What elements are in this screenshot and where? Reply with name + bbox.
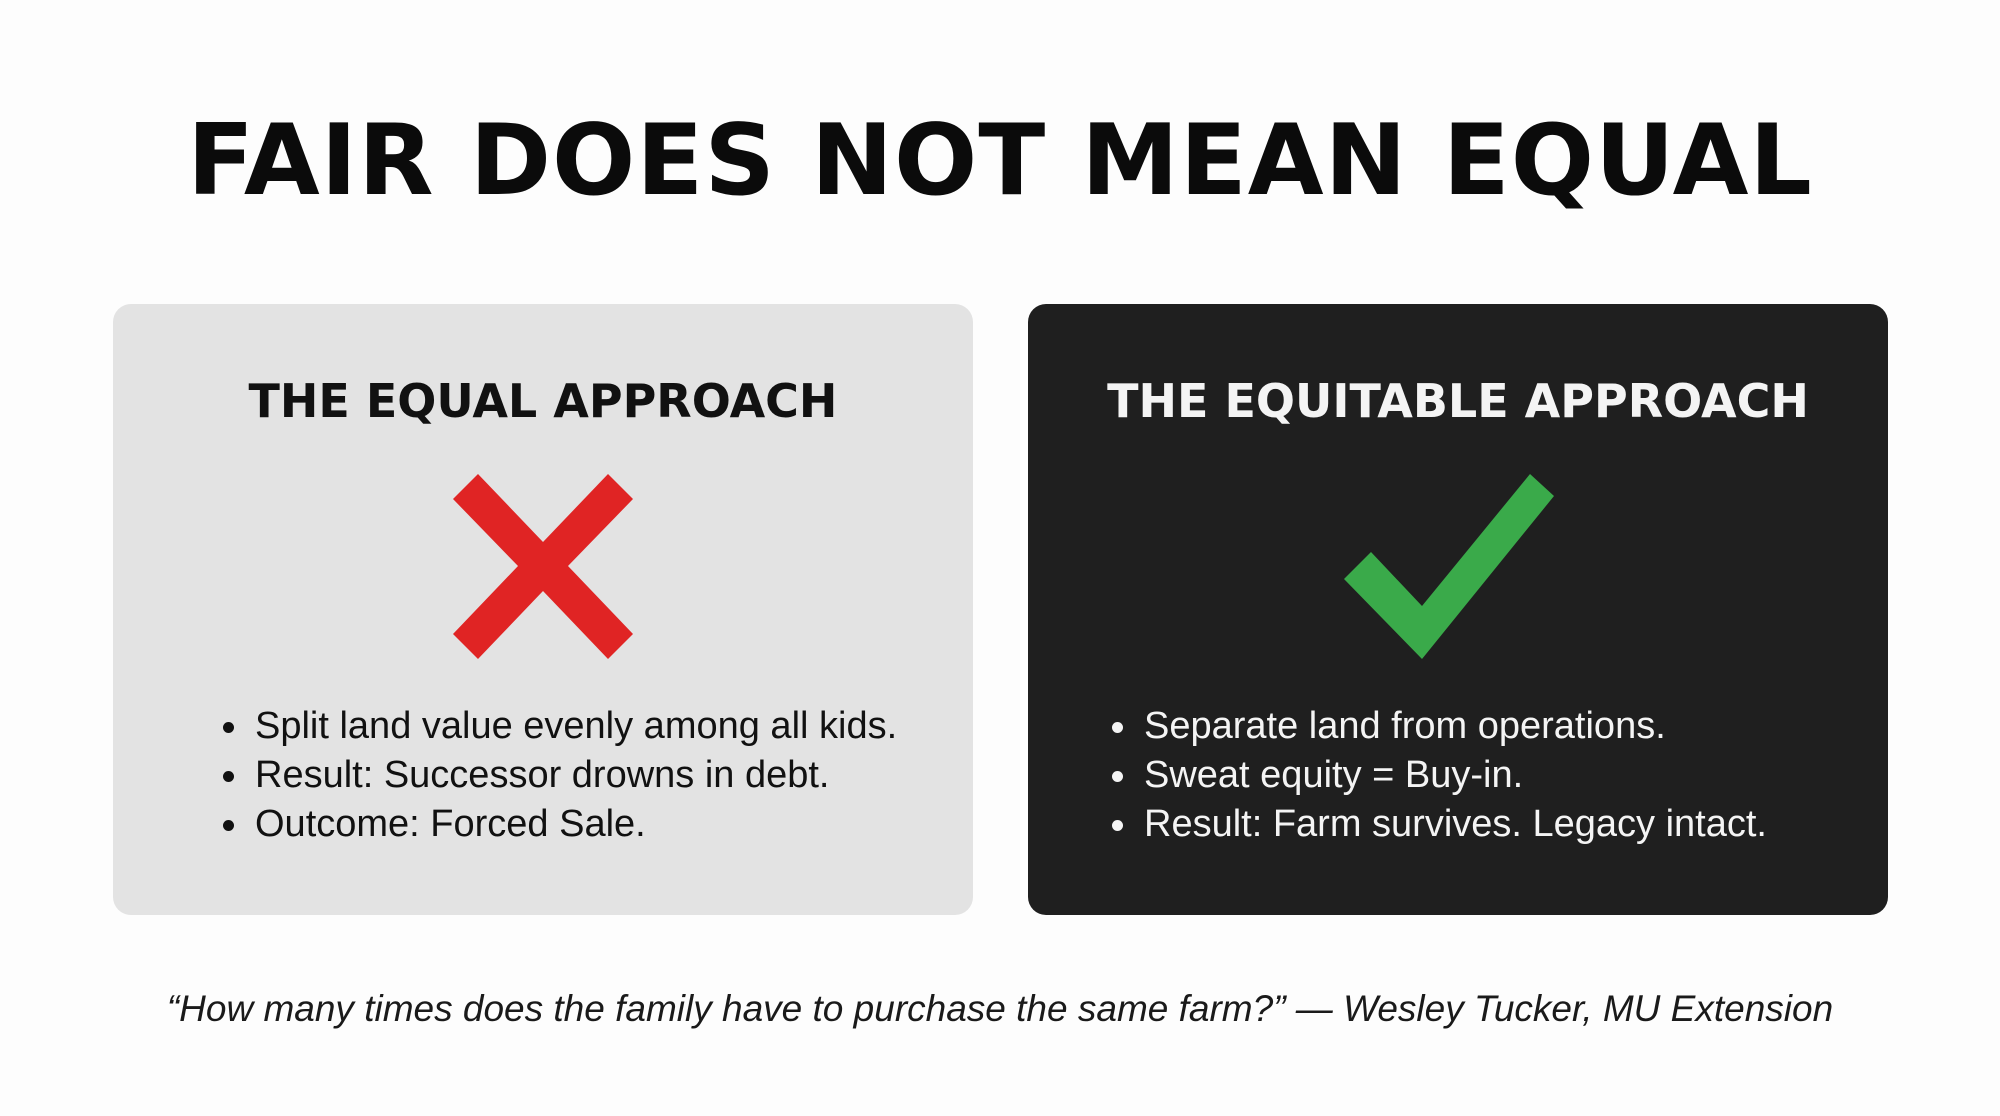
list-item: Separate land from operations. bbox=[1110, 702, 1767, 751]
quote-attribution: “How many times does the family have to … bbox=[166, 988, 1834, 1029]
list-item: Sweat equity = Buy-in. bbox=[1110, 751, 1767, 800]
panel-heading: THE EQUITABLE APPROACH bbox=[1107, 374, 1809, 428]
cross-icon bbox=[453, 474, 633, 659]
page-title: FAIR DOES NOT MEAN EQUAL bbox=[187, 104, 1813, 218]
list-item: Split land value evenly among all kids. bbox=[221, 702, 897, 751]
list-item: Result: Farm survives. Legacy intact. bbox=[1110, 800, 1767, 849]
list-item: Outcome: Forced Sale. bbox=[221, 800, 897, 849]
equitable-approach-panel: THE EQUITABLE APPROACH Separate land fro… bbox=[1028, 304, 1888, 915]
list-item: Result: Successor drowns in debt. bbox=[221, 751, 897, 800]
checkmark-icon bbox=[1344, 474, 1554, 659]
bullet-list: Separate land from operations. Sweat equ… bbox=[1110, 702, 1767, 849]
panel-heading: THE EQUAL APPROACH bbox=[248, 374, 838, 428]
equal-approach-panel: THE EQUAL APPROACH Split land value even… bbox=[113, 304, 973, 915]
bullet-list: Split land value evenly among all kids. … bbox=[221, 702, 897, 849]
